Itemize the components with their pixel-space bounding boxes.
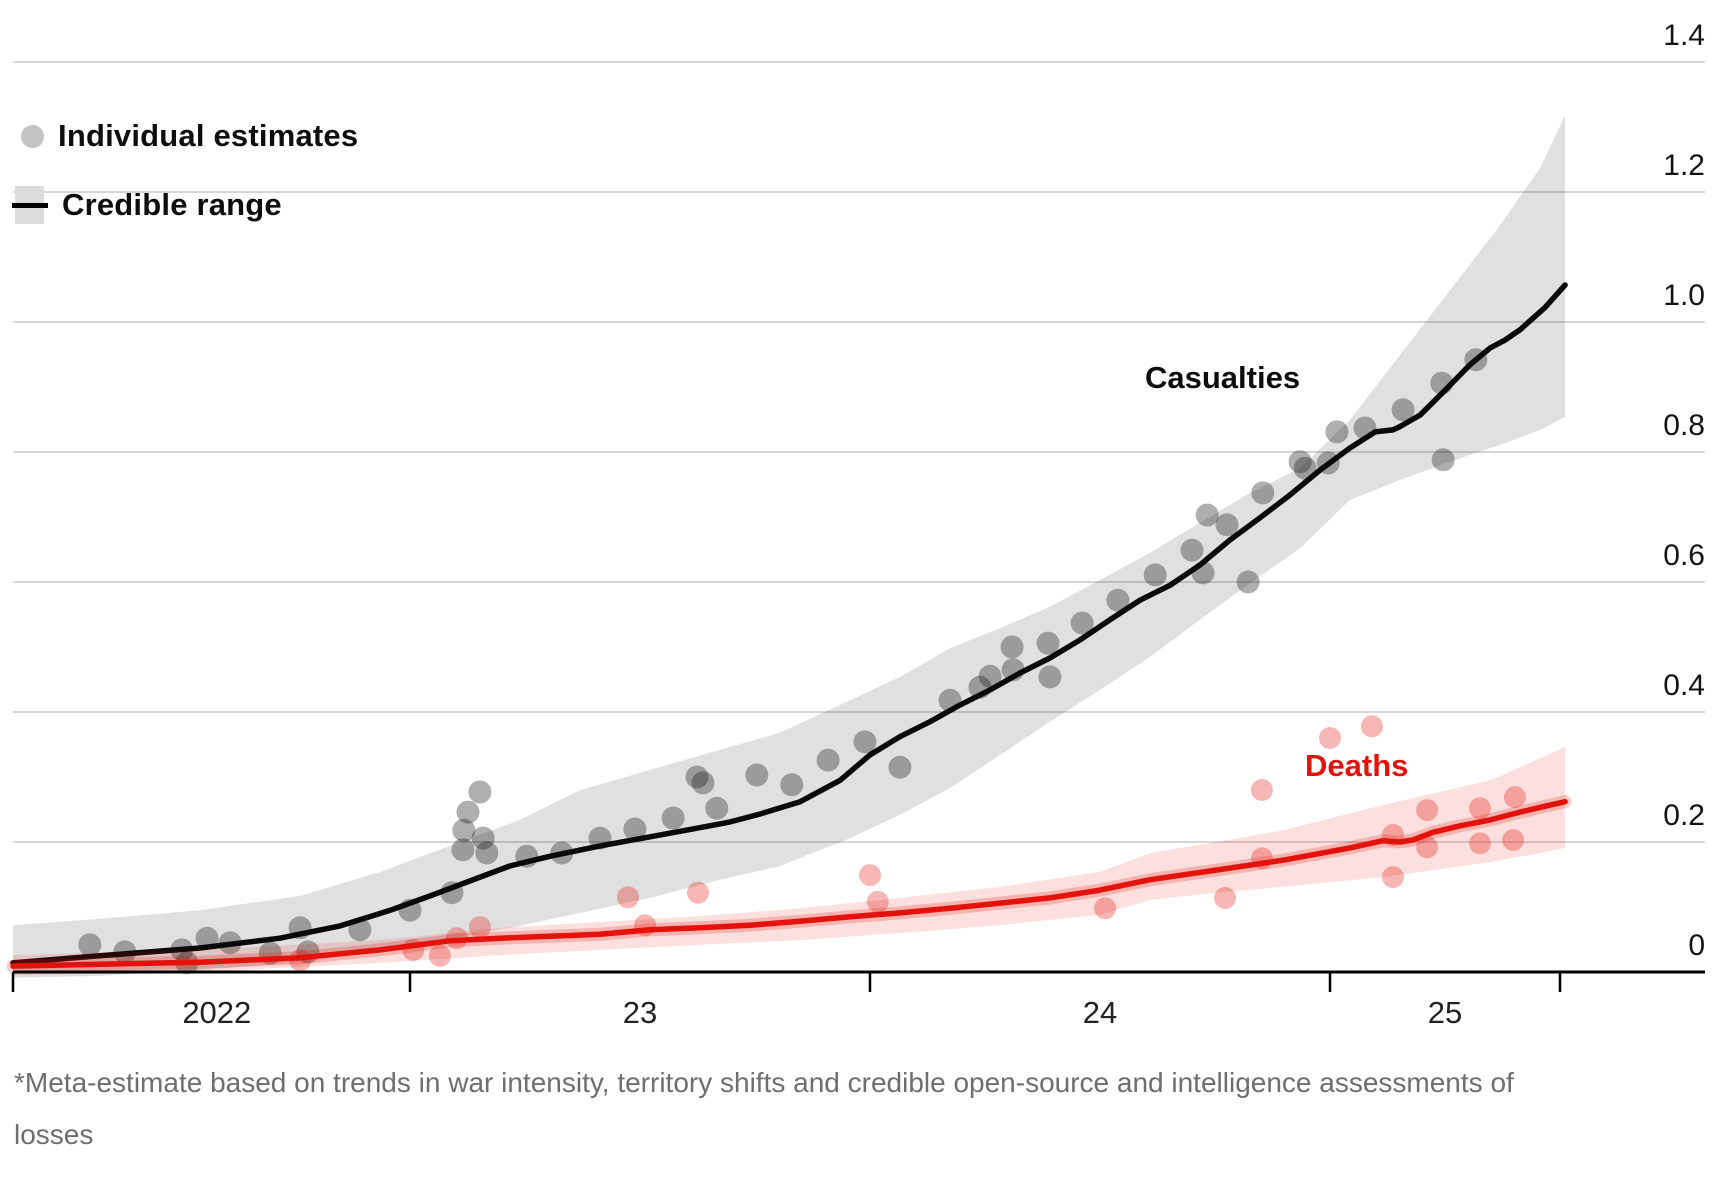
- y-tick-label: 0.8: [1663, 409, 1705, 442]
- estimate-dot: [471, 826, 495, 850]
- estimate-dot: [853, 730, 877, 754]
- footnote: *Meta-estimate based on trends in war in…: [14, 1057, 1574, 1161]
- y-tick-label: 1.2: [1663, 149, 1705, 182]
- estimate-dot: [1469, 832, 1491, 855]
- estimate-dot: [1036, 631, 1060, 655]
- footnote-line-2: losses: [14, 1119, 94, 1150]
- estimate-dot: [705, 796, 729, 820]
- estimate-dot: [1214, 886, 1237, 909]
- estimate-dot: [451, 838, 475, 862]
- estimate-dot: [468, 916, 491, 939]
- estimate-dot: [685, 765, 709, 789]
- estimate-dot: [1391, 398, 1415, 422]
- estimate-dot: [1382, 866, 1404, 889]
- estimate-dot: [1288, 450, 1312, 474]
- legend-item-individual-estimates: Individual estimates: [21, 118, 358, 154]
- estimate-dot: [866, 890, 889, 913]
- x-tick-label: 25: [1428, 995, 1462, 1030]
- estimate-dot: [1469, 797, 1491, 820]
- legend-item-credible-range: Credible range: [12, 183, 282, 227]
- deaths-series: [6, 715, 1572, 976]
- deaths-series-label: Deaths: [1305, 748, 1409, 783]
- estimate-dot: [428, 944, 451, 967]
- estimate-dot: [691, 771, 715, 795]
- plot-area: [6, 115, 1572, 978]
- estimate-dot: [888, 755, 912, 779]
- y-tick-label: 1.0: [1663, 279, 1705, 312]
- estimate-dot: [745, 763, 769, 787]
- estimate-dot: [1236, 570, 1260, 594]
- estimate-dot: [1038, 665, 1062, 689]
- legend-label-individual-estimates: Individual estimates: [58, 118, 359, 153]
- deaths-line: [10, 798, 1568, 969]
- estimate-dot: [661, 806, 685, 830]
- legend-label-credible-range: Credible range: [62, 187, 282, 222]
- estimate-dot: [1502, 829, 1525, 851]
- estimate-dot: [1215, 513, 1239, 537]
- estimate-dot: [452, 818, 476, 842]
- estimate-dot: [623, 817, 647, 841]
- estimate-dot: [1143, 563, 1167, 587]
- estimate-dot: [859, 864, 881, 887]
- y-tick-label: 0.2: [1663, 799, 1705, 832]
- estimate-dot: [1180, 538, 1204, 562]
- y-tick-label: 1.4: [1663, 19, 1705, 52]
- estimate-dot: [1319, 727, 1341, 749]
- casualties-series-label: Casualties: [1145, 360, 1301, 395]
- y-tick-label: 0.6: [1663, 539, 1705, 572]
- y-tick-label: 0.4: [1663, 669, 1705, 702]
- x-tick-label: 2022: [182, 995, 251, 1030]
- estimate-dot: [1195, 503, 1219, 527]
- estimate-dot: [1106, 588, 1130, 612]
- estimate-dot-icon: [21, 124, 44, 148]
- estimate-dot: [1070, 611, 1094, 635]
- estimate-dot: [1251, 481, 1275, 505]
- x-tick-label: 24: [1083, 995, 1117, 1030]
- estimate-dot: [1431, 448, 1455, 472]
- estimate-dot: [816, 748, 840, 772]
- estimate-dot: [1000, 635, 1024, 659]
- estimate-dot: [1360, 715, 1383, 738]
- estimate-dot: [1250, 779, 1273, 801]
- estimate-dot: [1416, 836, 1439, 859]
- y-tick-label: 0: [1688, 929, 1705, 962]
- estimate-dot: [978, 664, 1002, 688]
- footnote-line-1: *Meta-estimate based on trends in war in…: [14, 1067, 1514, 1098]
- casualties-line: [10, 282, 1568, 966]
- credible-range-swatch-icon: [12, 183, 48, 227]
- x-tick-label: 23: [623, 995, 657, 1030]
- estimate-dot: [468, 780, 492, 804]
- estimate-dot: [617, 886, 639, 909]
- estimate-dot: [78, 933, 102, 957]
- estimate-dot: [780, 773, 804, 797]
- estimate-dot: [1416, 799, 1439, 822]
- y-gridlines: 0 0.2 0.4 0.6 0.8 1.0 1.2 1.4: [13, 19, 1705, 962]
- estimate-dot: [1094, 897, 1117, 920]
- estimate-dot: [456, 800, 480, 824]
- estimate-dot: [1325, 420, 1349, 444]
- estimate-dot: [1503, 786, 1526, 809]
- x-axis: 2022 23 24 25: [11, 970, 1705, 1030]
- casualties-series: [10, 115, 1568, 978]
- deaths-credible-band: [13, 747, 1566, 976]
- estimate-dot: [475, 841, 499, 865]
- estimate-dot: [687, 881, 709, 904]
